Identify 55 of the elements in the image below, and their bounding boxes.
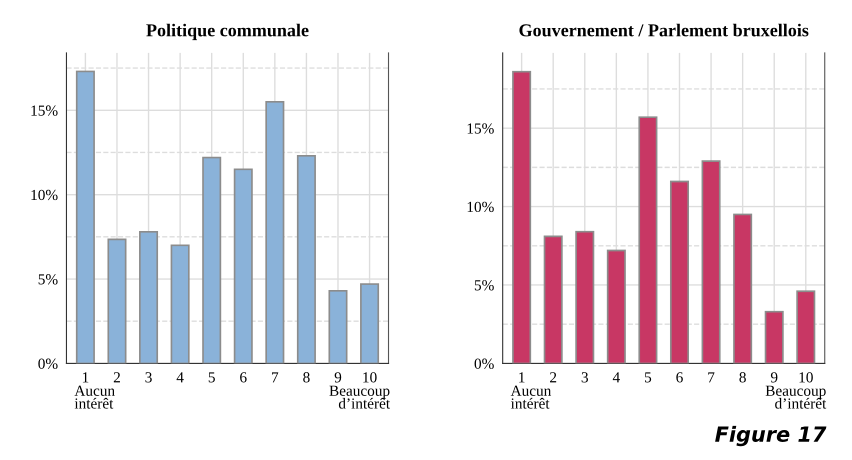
bar <box>296 155 316 364</box>
bar <box>702 160 721 364</box>
y-tick-label: 15% <box>468 123 494 134</box>
x-tick-label: 3 <box>582 372 588 382</box>
x-tick-label: 9 <box>334 372 342 382</box>
x-tick-label: 10 <box>799 372 813 382</box>
x-tick-label: 1 <box>82 372 88 382</box>
bar <box>234 168 253 364</box>
bar <box>544 236 563 364</box>
text: Beaucoup d’intérêt <box>766 386 826 409</box>
bar <box>360 283 380 364</box>
y-tick-label: 10% <box>468 202 494 212</box>
x-tick-label: 9 <box>770 372 778 382</box>
bar <box>670 180 690 364</box>
bar <box>606 250 626 364</box>
x-tick-label: 2 <box>550 372 556 382</box>
bar <box>265 101 284 364</box>
y-tick-label: 10% <box>31 190 58 200</box>
bar <box>107 238 126 364</box>
caption: Figure 17 <box>715 426 826 446</box>
bar <box>796 290 816 364</box>
y-tick-label: 0% <box>38 358 58 369</box>
y-tick-label: 15% <box>31 105 58 116</box>
text: Aucun intérêt <box>74 386 115 409</box>
x-tick-label: 7 <box>272 372 278 382</box>
x-tick-label: 4 <box>612 372 620 382</box>
y-tick-label: 5% <box>474 280 494 290</box>
x-tick-label: 8 <box>303 372 310 382</box>
y-tick-label: 5% <box>38 274 58 285</box>
y-tick-label: 0% <box>474 358 494 369</box>
bar <box>328 290 348 364</box>
x-tick-label: 5 <box>644 372 652 382</box>
x-tick-label: 6 <box>240 372 247 382</box>
bar <box>512 70 532 364</box>
chart-title: Gouvernement / Parlement bruxellois <box>519 24 808 36</box>
x-tick-label: 7 <box>708 372 714 382</box>
x-tick-label: 5 <box>208 372 215 382</box>
x-tick-label: 2 <box>114 372 120 382</box>
bar <box>202 156 222 364</box>
x-tick-label: 4 <box>176 372 184 382</box>
bar <box>764 310 784 364</box>
bar <box>170 244 190 364</box>
bar <box>733 214 752 364</box>
chart-title: Politique communale <box>146 24 309 40</box>
x-tick-label: 8 <box>739 372 746 382</box>
x-tick-label: 6 <box>676 372 683 382</box>
x-tick-label: 10 <box>363 372 377 382</box>
bar <box>638 116 658 364</box>
bar <box>575 230 594 364</box>
x-tick-label: 3 <box>145 372 152 382</box>
bar <box>139 230 158 364</box>
x-tick-label: 1 <box>519 372 525 382</box>
bar <box>76 70 95 364</box>
text: Aucun intérêt <box>510 386 552 409</box>
text: Beaucoup d’intérêt <box>329 386 390 409</box>
